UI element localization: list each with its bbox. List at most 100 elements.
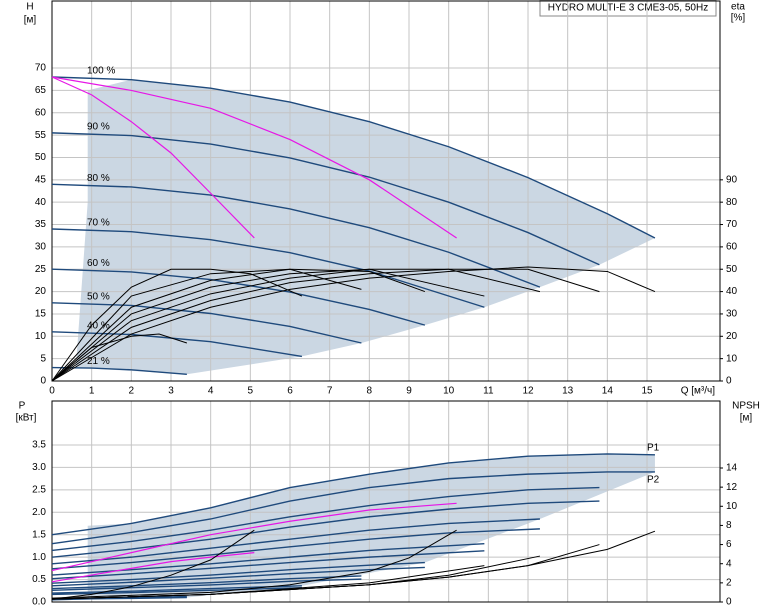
y-tick-label: 2.0: [32, 507, 46, 518]
x-tick-label: 15: [641, 386, 653, 397]
y2-tick-label: 30: [726, 309, 738, 320]
y2-tick-label: 0: [726, 597, 732, 608]
y2-tick-label: 10: [726, 501, 738, 512]
curve: [51, 529, 255, 600]
curve: [51, 333, 188, 382]
y2-tick-label: 8: [726, 520, 732, 531]
curve: [51, 502, 457, 572]
curve: [51, 76, 656, 239]
curve-label: 100 %: [87, 66, 115, 77]
x-tick-label: 5: [248, 386, 254, 397]
title-box: [539, 0, 717, 17]
y2-unit: [%]: [731, 13, 746, 24]
y2-tick-label: 70: [726, 219, 738, 230]
y2-tick-label: 60: [726, 242, 738, 253]
y2-tick-label: 2: [726, 577, 732, 588]
y-tick-label: 0.5: [32, 574, 46, 585]
curve-label: 70 %: [87, 218, 110, 229]
curve: [51, 76, 255, 239]
curve: [51, 268, 600, 382]
x-tick-label: 6: [287, 386, 293, 397]
y-tick-label: 25: [35, 264, 47, 275]
curve: [51, 500, 600, 558]
x-label: Q [м³/ч]: [681, 386, 716, 397]
y-tick-label: 0.0: [32, 597, 46, 608]
curve: [51, 268, 362, 382]
y2-tick-label: 40: [726, 286, 738, 297]
plot-frame: [51, 0, 721, 382]
y-tick-label: 3.0: [32, 462, 46, 473]
curve: [51, 561, 425, 584]
y2-tick-label: 0: [726, 376, 732, 387]
y-tick-label: 30: [35, 242, 47, 253]
curve-label: 50 %: [87, 291, 110, 302]
y-label: P: [19, 401, 26, 412]
x-tick-label: 11: [483, 386, 494, 397]
curve: [51, 566, 425, 587]
x-tick-label: 13: [562, 386, 574, 397]
curve: [51, 552, 255, 583]
chart-title: HYDRO MULTI-E 3 CME3-05, 50Hz: [548, 3, 708, 14]
curve-label: P1: [647, 442, 660, 453]
y-tick-label: 20: [35, 286, 47, 297]
curve: [51, 268, 541, 382]
curve: [51, 585, 302, 594]
x-tick-label: 1: [89, 386, 95, 397]
curve: [51, 528, 540, 570]
y-tick-label: 35: [35, 219, 47, 230]
curve: [51, 268, 303, 382]
y-tick-label: 45: [35, 174, 47, 185]
x-tick-label: 7: [327, 386, 333, 397]
curve: [51, 132, 600, 266]
x-tick-label: 9: [406, 386, 412, 397]
x-tick-label: 0: [49, 386, 55, 397]
curve: [51, 268, 426, 382]
y2-unit: [м]: [740, 413, 753, 424]
y2-tick-label: 6: [726, 539, 732, 550]
y2-tick-label: 80: [726, 197, 738, 208]
y-tick-label: 15: [35, 309, 47, 320]
y-tick-label: 60: [35, 107, 47, 118]
y-unit: [кВт]: [16, 413, 37, 424]
curve: [51, 486, 600, 552]
y-label: H: [26, 2, 33, 13]
y2-label: eta: [731, 2, 745, 13]
curve: [51, 575, 362, 590]
curve-label: 40 %: [87, 320, 110, 331]
y-tick-label: 10: [35, 331, 47, 342]
x-tick-label: 8: [367, 386, 373, 397]
curve: [51, 228, 485, 308]
curve: [51, 471, 655, 545]
curve: [51, 596, 187, 601]
y-tick-label: 0: [40, 376, 46, 387]
y2-tick-label: 14: [726, 463, 738, 474]
curve: [51, 302, 362, 344]
curve: [51, 529, 457, 599]
y2-tick-label: 50: [726, 264, 738, 275]
x-tick-label: 10: [443, 386, 455, 397]
curve-label: 21 %: [87, 356, 110, 367]
y-tick-label: 40: [35, 197, 47, 208]
y2-tick-label: 12: [726, 482, 738, 493]
curve: [51, 565, 485, 600]
curve-label: 90 %: [87, 122, 110, 133]
curve: [51, 550, 485, 580]
x-tick-label: 12: [522, 386, 534, 397]
curve: [51, 518, 540, 565]
y2-tick-label: 10: [726, 353, 738, 364]
x-tick-label: 14: [602, 386, 614, 397]
curve: [51, 586, 302, 596]
y-tick-label: 65: [35, 85, 47, 96]
curve: [51, 183, 541, 288]
y-tick-label: 2.5: [32, 484, 46, 495]
x-tick-label: 4: [208, 386, 214, 397]
y-tick-label: 1.5: [32, 529, 46, 540]
y-tick-label: 55: [35, 130, 47, 141]
y-tick-label: 1.0: [32, 552, 46, 563]
y-tick-label: 50: [35, 152, 47, 163]
x-tick-label: 3: [168, 386, 174, 397]
curve: [51, 76, 457, 239]
y-unit: [м]: [24, 15, 37, 26]
curve-label: 60 %: [87, 258, 110, 269]
